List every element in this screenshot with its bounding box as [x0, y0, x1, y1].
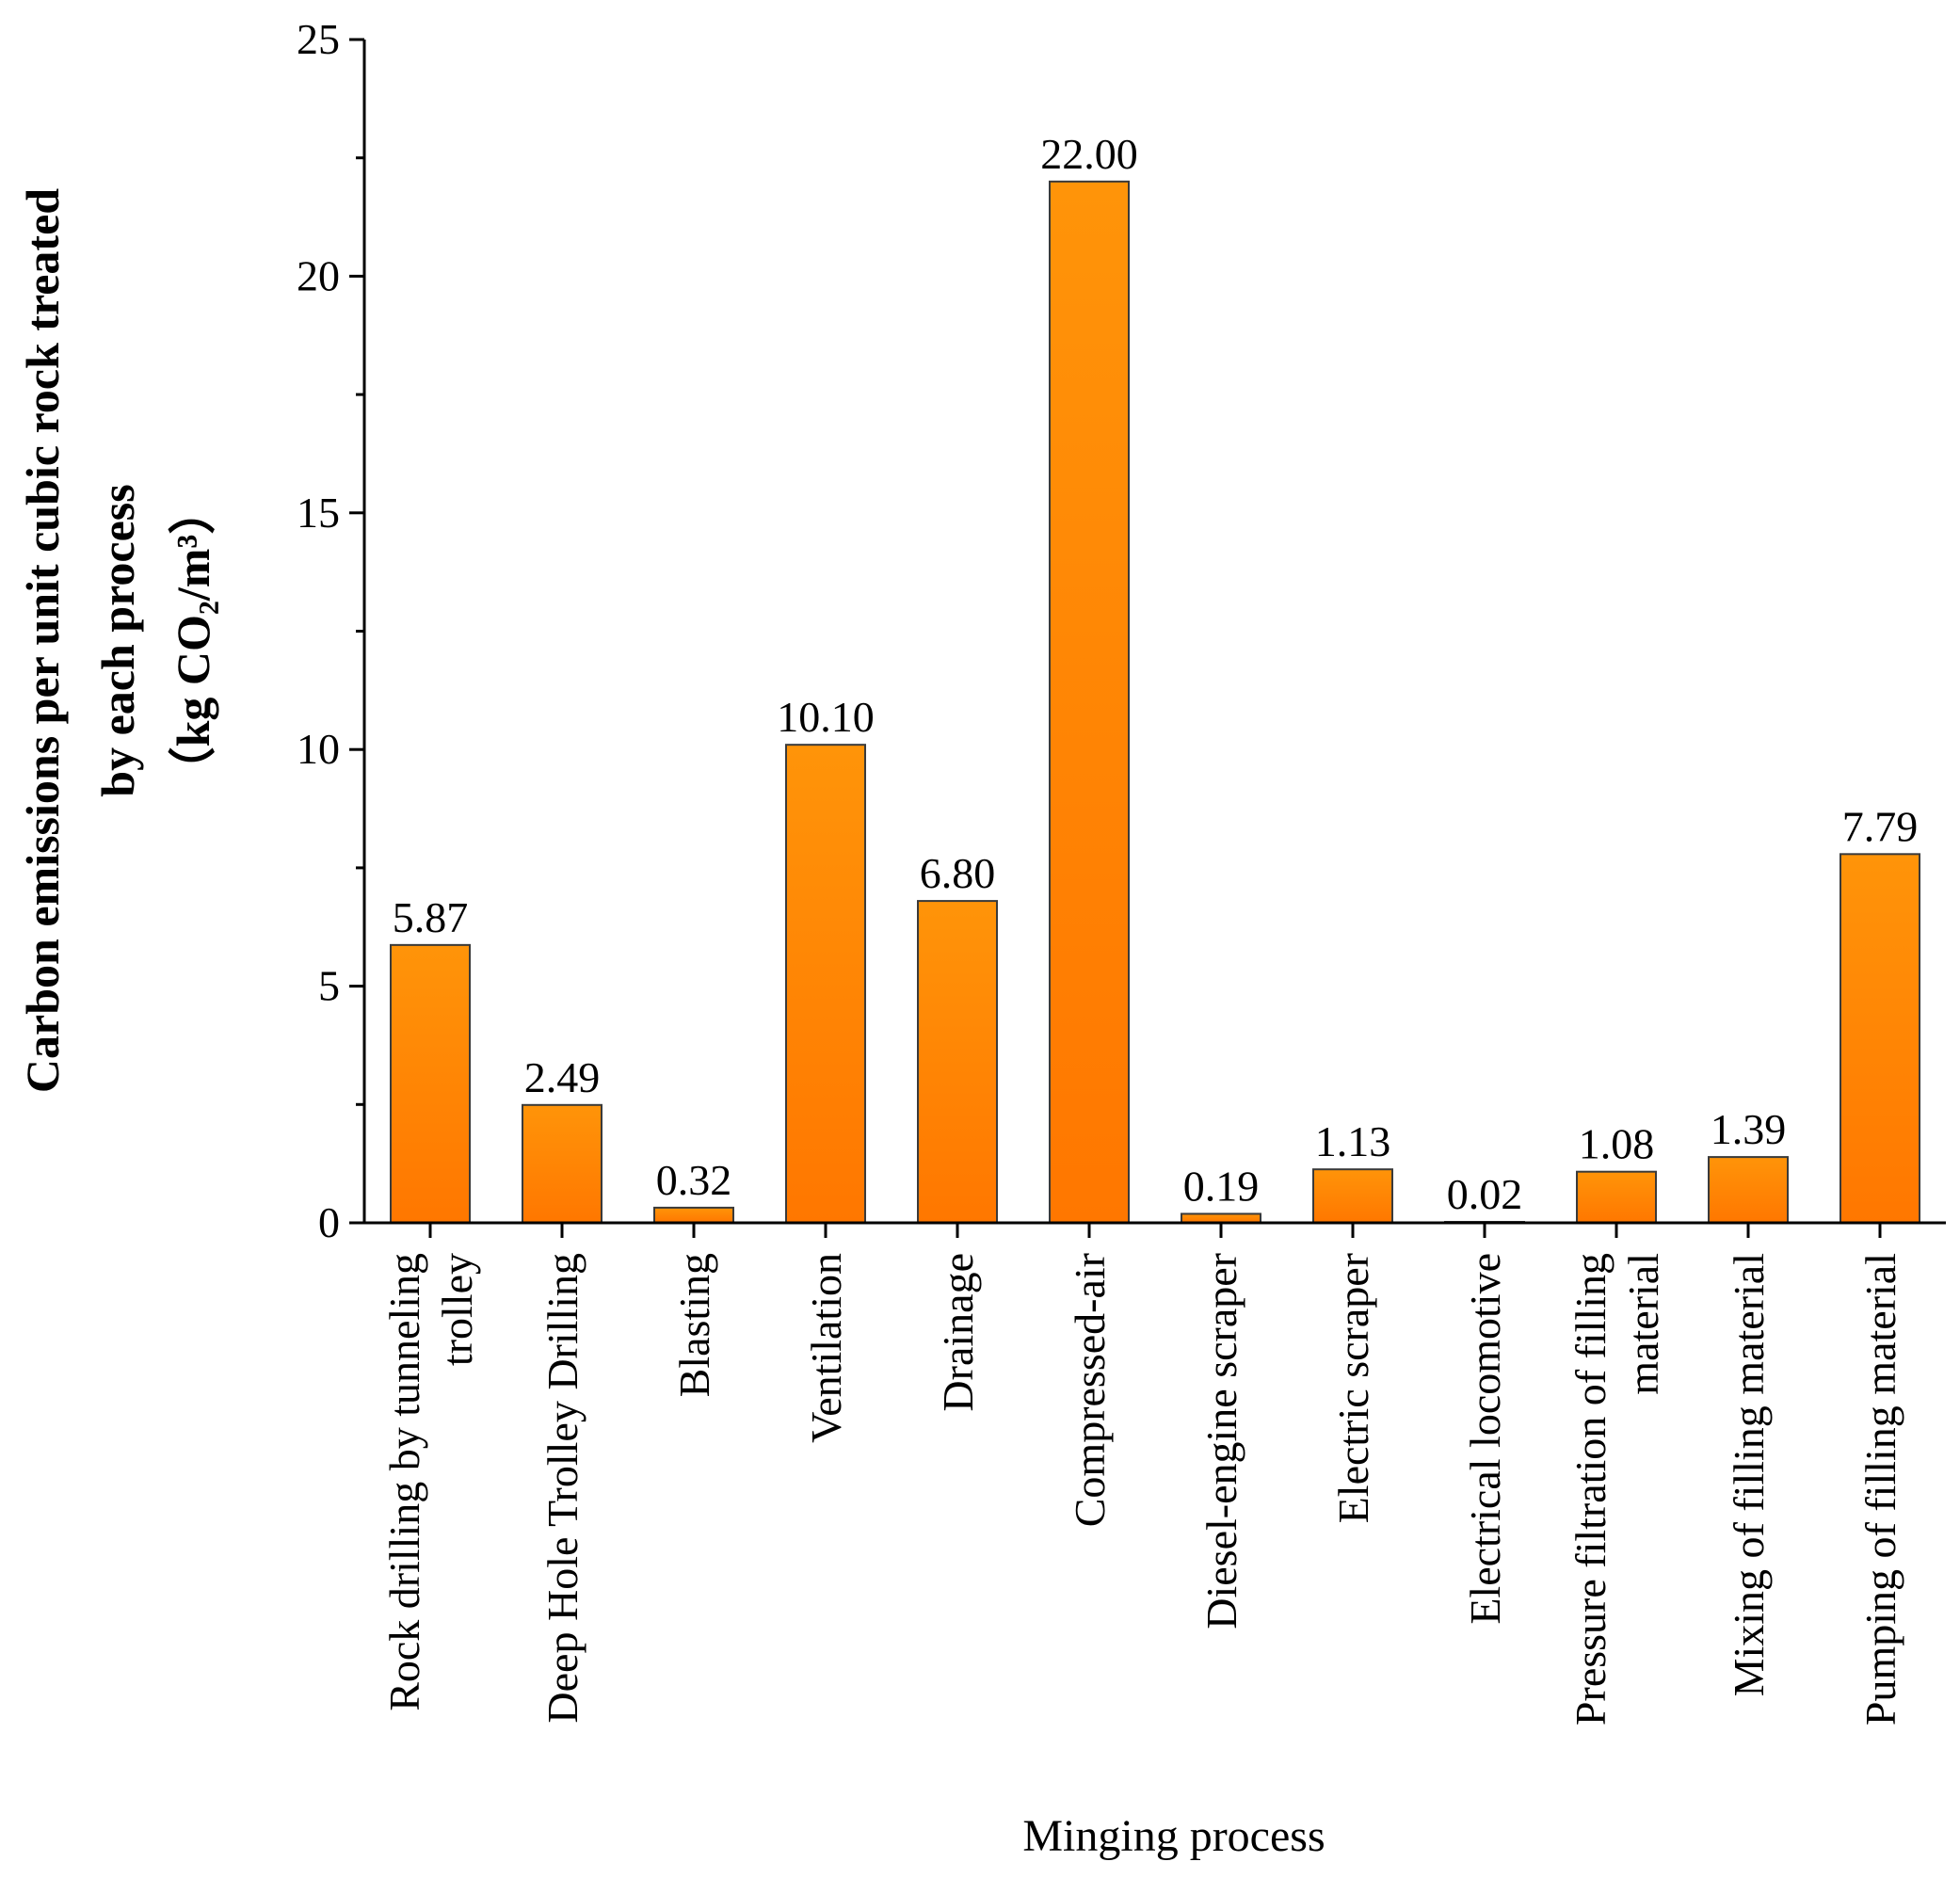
category-label-line: Electrical locomotive	[1461, 1253, 1509, 1625]
category-label-11: Mixing of filling material	[1725, 1253, 1773, 1696]
data-label-4: 10.10	[777, 693, 875, 741]
data-label-2: 2.49	[524, 1053, 601, 1101]
y-axis-title: Carbon emissions per unit cubic rock tre…	[16, 188, 219, 1093]
y-tick-label-5: 5	[318, 962, 340, 1010]
data-label-1: 5.87	[393, 893, 469, 941]
category-label-5: Drainage	[934, 1253, 982, 1412]
category-label-line: Electric scraper	[1329, 1253, 1377, 1523]
bar-12	[1840, 853, 1920, 1224]
bar-10	[1576, 1170, 1657, 1225]
data-label-10: 1.08	[1579, 1120, 1655, 1168]
y-tick-label-25: 25	[297, 15, 340, 63]
data-label-8: 1.13	[1315, 1117, 1391, 1165]
y-axis-title-line-3: （kg CO₂/m³）	[167, 488, 219, 795]
axes-layer	[349, 38, 1946, 1238]
bar-11	[1708, 1156, 1789, 1225]
bar-8	[1312, 1168, 1393, 1224]
category-label-line: material	[1619, 1253, 1667, 1395]
category-label-line: Diesel-engine scraper	[1197, 1253, 1245, 1629]
category-label-line: Deep Hole Trolley Drilling	[538, 1253, 586, 1724]
y-axis-title-line-1: Carbon emissions per unit cubic rock tre…	[16, 188, 69, 1093]
category-label-line: Ventilation	[802, 1253, 850, 1443]
category-label-line: Pumping of filling material	[1856, 1253, 1904, 1726]
bar-4	[785, 744, 866, 1224]
category-label-line: Rock drilling by tunneling	[380, 1253, 428, 1711]
category-label-3: Blasting	[670, 1253, 718, 1397]
y-tick-label-15: 15	[297, 489, 340, 537]
data-label-5: 6.80	[920, 849, 996, 897]
category-label-line: Drainage	[934, 1253, 982, 1412]
x-axis-title: Minging process	[1022, 1811, 1325, 1861]
y-tick-label-20: 20	[297, 251, 340, 299]
y-axis-title-line-2: by each process	[91, 484, 144, 796]
data-label-12: 7.79	[1842, 802, 1919, 850]
category-label-4: Ventilation	[802, 1253, 850, 1443]
category-label-line: Pressure filtration of filling	[1566, 1253, 1615, 1726]
data-label-7: 0.19	[1183, 1162, 1260, 1210]
y-tick-label-0: 0	[318, 1198, 340, 1246]
category-label-8: Electric scraper	[1329, 1253, 1377, 1523]
bar-2	[522, 1103, 602, 1225]
category-label-12: Pumping of filling material	[1856, 1253, 1904, 1726]
category-label-10: Pressure filtration of filling material	[1566, 1253, 1667, 1726]
bar-5	[917, 900, 998, 1224]
data-label-6: 22.00	[1040, 130, 1138, 178]
category-label-2: Deep Hole Trolley Drilling	[538, 1253, 586, 1724]
bar-3	[653, 1206, 734, 1224]
category-label-line: Compressed-air	[1066, 1253, 1114, 1527]
labels-layer: 5.87 2.49 0.32 10.10 6.80 22.00 0.19 1.13 0.02 1.…	[16, 15, 1918, 1861]
data-label-3: 0.32	[656, 1156, 732, 1204]
category-label-7: Diesel-engine scraper	[1197, 1253, 1245, 1629]
category-label-line: trolley	[433, 1253, 481, 1366]
category-label-line: Blasting	[670, 1253, 718, 1397]
bar-6	[1049, 180, 1130, 1225]
bars-layer	[390, 180, 1920, 1225]
category-label-line: Mixing of filling material	[1725, 1253, 1773, 1696]
y-tick-label-10: 10	[297, 725, 340, 773]
data-label-11: 1.39	[1711, 1105, 1787, 1153]
bar-1	[390, 943, 471, 1224]
category-label-1: Rock drilling by tunneling trolley	[380, 1253, 481, 1711]
category-label-6: Compressed-air	[1066, 1253, 1114, 1527]
category-label-9: Electrical locomotive	[1461, 1253, 1509, 1625]
data-label-9: 0.02	[1447, 1170, 1523, 1218]
